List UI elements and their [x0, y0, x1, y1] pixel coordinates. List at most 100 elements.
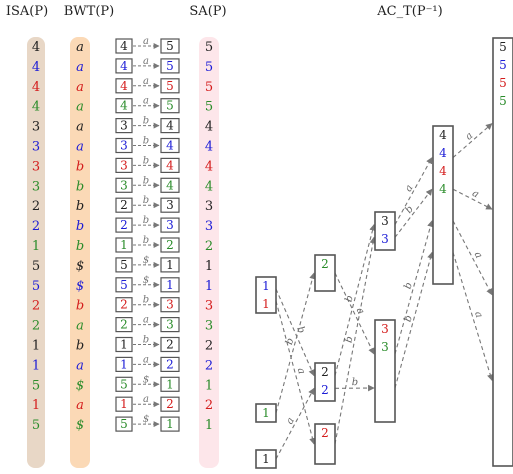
- ac-edge-label: b: [294, 325, 307, 335]
- f-box: [115, 297, 133, 313]
- f-value: 1: [120, 397, 128, 411]
- ac-edge: b: [275, 288, 315, 377]
- ac-edge: a: [394, 157, 433, 225]
- edge-label: a: [143, 76, 149, 87]
- f-value: 5: [120, 258, 128, 272]
- f-box: [115, 58, 133, 74]
- sa-value: 3: [205, 299, 213, 314]
- ac-node-label: 2: [321, 426, 329, 440]
- table-row: 3 a 3 b 4 4: [32, 116, 213, 135]
- ac-node-label: 1: [262, 406, 270, 420]
- ac-edge: a: [275, 387, 315, 460]
- table-row: 2 b 2 b 3 3: [32, 215, 213, 234]
- edge-label: $: [143, 374, 149, 385]
- f-value: 4: [120, 79, 128, 93]
- f-box: [115, 137, 133, 154]
- ac-node-box: [255, 403, 277, 423]
- table-row: 3 b 3 b 4 4: [32, 155, 213, 174]
- ac-edge-label: b: [344, 294, 356, 303]
- ac-edge-line: [452, 252, 494, 382]
- ac-node: 1: [255, 403, 277, 423]
- table-row: 2 a 2 a 3 3: [32, 315, 213, 334]
- isa-value: 3: [32, 179, 40, 194]
- f-value: 2: [120, 298, 128, 312]
- ac-edge-label: a: [284, 416, 297, 427]
- bwt-value: b: [76, 159, 84, 174]
- ac-node-label: 5: [499, 58, 507, 72]
- ac-node-label: 3: [381, 340, 389, 354]
- sa-value: 5: [205, 60, 213, 75]
- sa-value: 2: [205, 339, 213, 354]
- ac-edge-line: [452, 123, 493, 159]
- isa-value: 4: [32, 80, 40, 95]
- table-rows: 4 a 4 a 5 5 4 a 4 a 5 5 4 a 4 a 5 5 4 a 4 a 5 5 3 a 3 b 4 4 3 a 3 b 4 4 3 b 3 b…: [32, 36, 213, 433]
- ac-edge-label: b: [284, 337, 296, 346]
- ac-edge: b: [334, 377, 375, 392]
- table-row: 1 a 1 a 2 2: [32, 394, 213, 413]
- edge-label: a: [143, 394, 149, 405]
- edge-label: $: [143, 275, 149, 286]
- sa-header: SA(P): [189, 4, 226, 19]
- ac-edge-line: [275, 288, 315, 377]
- l-value: 3: [166, 298, 174, 312]
- l-value: 1: [166, 258, 174, 272]
- isa-value: 2: [32, 219, 40, 234]
- ac-edge-line: [452, 188, 493, 210]
- ac-edge-line: [394, 220, 434, 355]
- ac-node-label: 1: [262, 452, 270, 466]
- sa-value: 1: [205, 279, 213, 294]
- l-box: [160, 336, 180, 353]
- f-value: 4: [120, 99, 128, 113]
- edge-label: a: [143, 36, 149, 47]
- automaton-edges: babaabbbabbbaaaa: [275, 123, 494, 460]
- l-value: 1: [166, 417, 174, 431]
- sa-value: 1: [205, 259, 213, 274]
- bwt-value: a: [76, 40, 84, 55]
- ac-node-label: 4: [439, 182, 447, 196]
- sa-band: [199, 37, 219, 468]
- ac-node: 33: [374, 211, 396, 251]
- table-row: 2 b 2 b 3 3: [32, 295, 213, 314]
- ac-edge: b: [334, 236, 377, 445]
- l-value: 4: [166, 178, 174, 192]
- edge-label: a: [143, 96, 149, 107]
- ac-node-label: 4: [439, 146, 447, 160]
- isa-value: 2: [32, 319, 40, 334]
- bwt-header: BWT(P): [64, 4, 114, 19]
- l-box: [160, 137, 180, 154]
- f-value: 1: [120, 238, 128, 252]
- l-value: 2: [166, 357, 174, 371]
- bwt-band: [70, 37, 90, 468]
- ac-node-box: [255, 449, 277, 469]
- l-box: [160, 217, 180, 233]
- ac-edge: b: [394, 251, 434, 389]
- f-box: [115, 197, 133, 213]
- ac-node-box: [374, 211, 396, 251]
- ac-node-box: [314, 362, 336, 402]
- f-value: 3: [120, 158, 128, 172]
- l-box: [160, 78, 180, 94]
- ac-edge: b: [275, 272, 316, 414]
- bwt-value: a: [76, 60, 84, 75]
- sa-value: 2: [205, 398, 213, 413]
- l-value: 3: [166, 318, 174, 332]
- ac-edge-line: [334, 236, 377, 445]
- f-value: 5: [120, 377, 128, 391]
- sa-value: 2: [205, 239, 213, 254]
- f-box: [115, 376, 133, 392]
- l-value: 1: [166, 278, 174, 292]
- ac-node-label: 1: [262, 297, 270, 311]
- edge-label: b: [143, 215, 149, 226]
- sa-value: 5: [205, 100, 213, 115]
- f-box: [115, 317, 133, 333]
- f-box: [115, 396, 133, 412]
- table-row: 1 a 1 a 2 2: [32, 354, 213, 373]
- f-box: [115, 356, 133, 372]
- ac-node-box: [492, 37, 513, 467]
- table-row: 1 b 1 b 2 2: [32, 235, 213, 254]
- isa-value: 1: [32, 339, 40, 354]
- sa-value: 3: [205, 319, 213, 334]
- ac-edge: a: [452, 123, 493, 159]
- edge-label: a: [143, 56, 149, 67]
- f-value: 2: [120, 318, 128, 332]
